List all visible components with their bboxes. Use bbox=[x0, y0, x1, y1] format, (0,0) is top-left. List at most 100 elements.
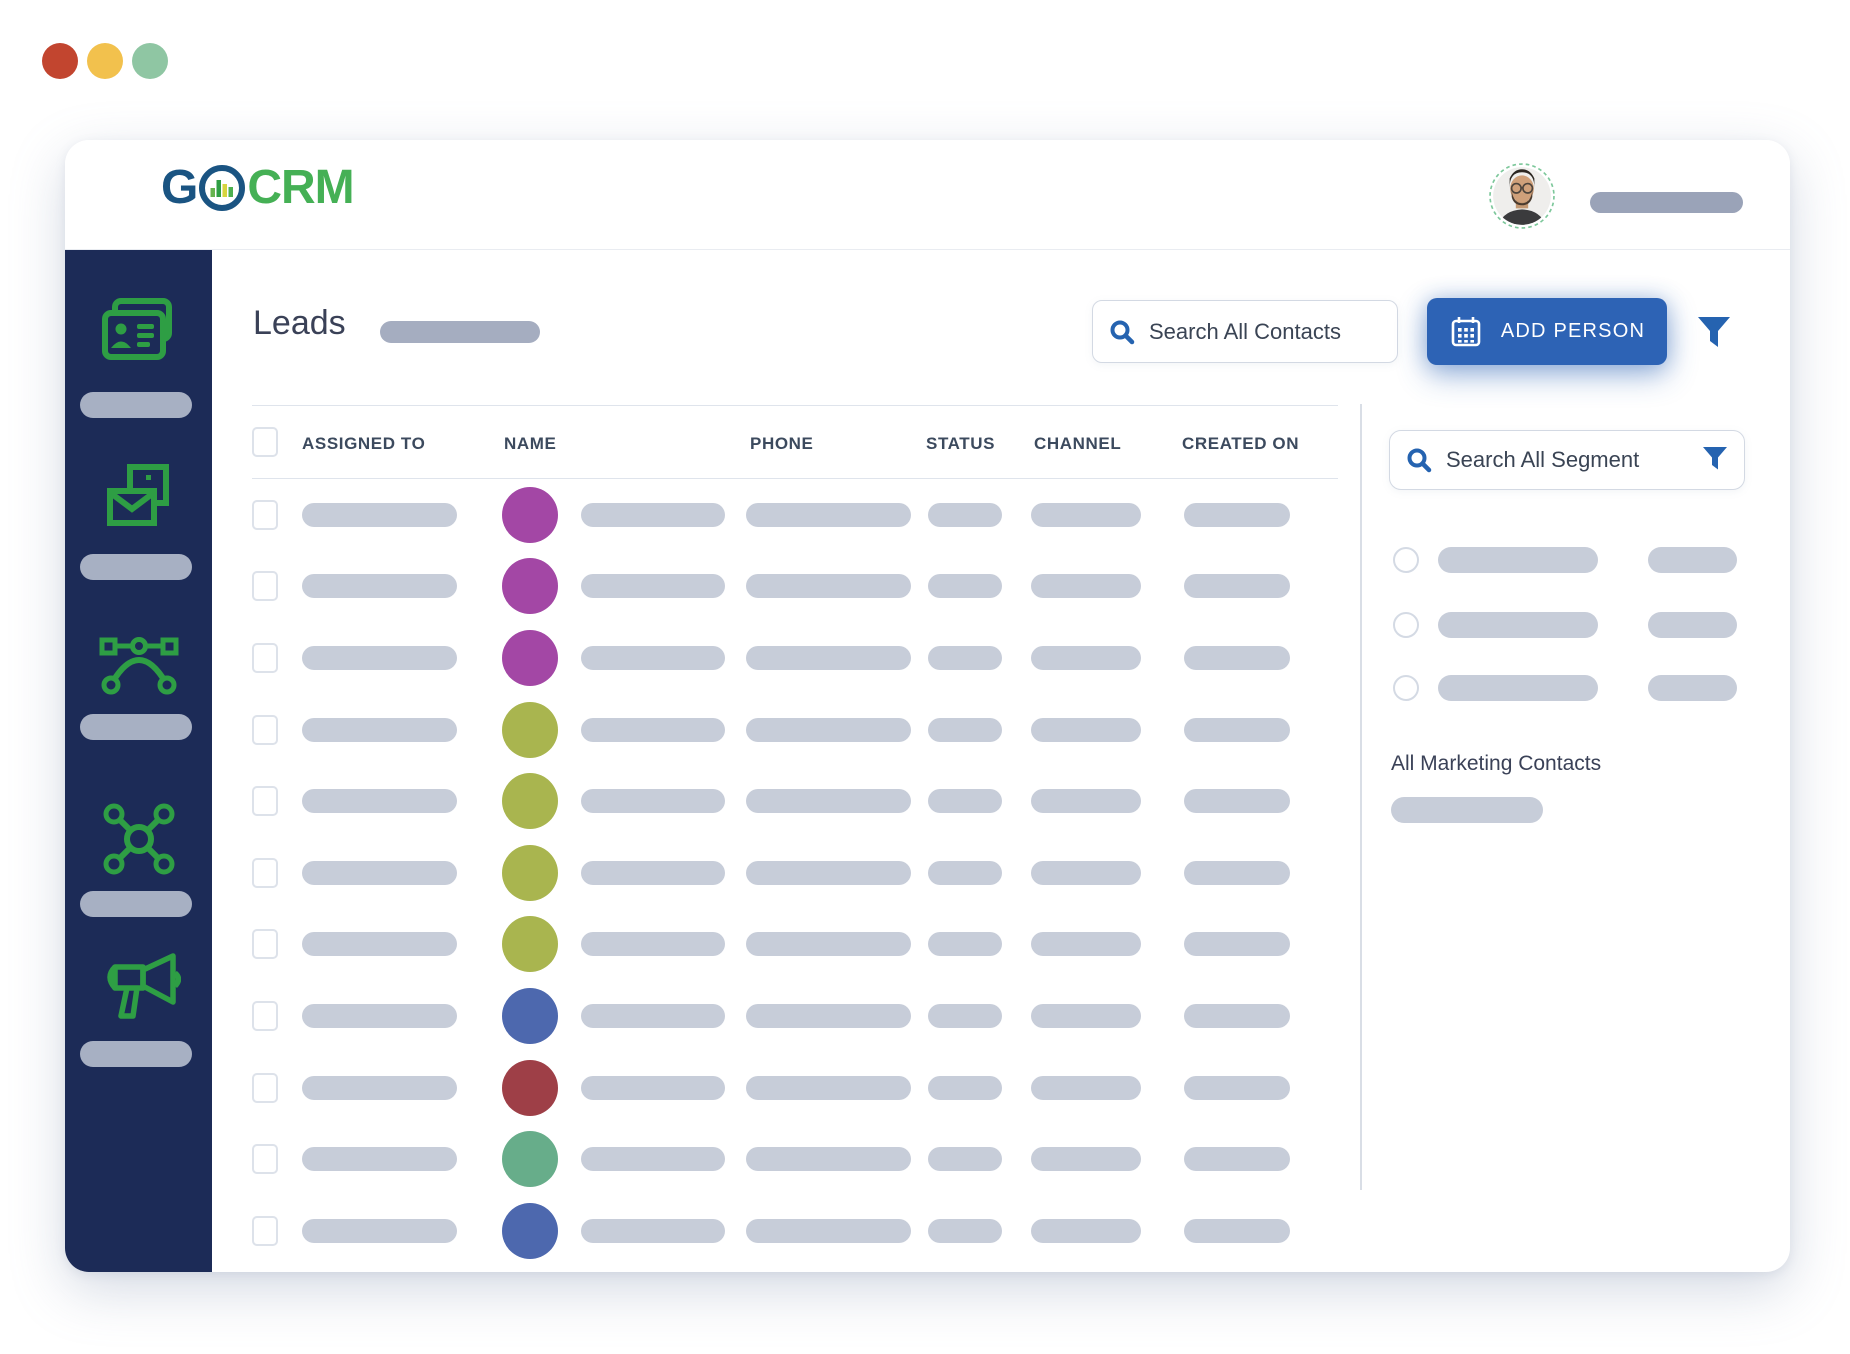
assigned-to-placeholder bbox=[302, 1003, 457, 1028]
segment-name-placeholder bbox=[1438, 675, 1598, 701]
row-checkbox[interactable] bbox=[252, 1072, 278, 1103]
created-on-placeholder bbox=[1184, 1218, 1290, 1243]
segment-name-placeholder bbox=[1438, 547, 1598, 573]
row-checkbox[interactable] bbox=[252, 1000, 278, 1031]
row-checkbox[interactable] bbox=[252, 929, 278, 960]
row-checkbox[interactable] bbox=[252, 1215, 278, 1246]
search-icon bbox=[1110, 320, 1135, 344]
add-person-button[interactable]: ADD PERSON bbox=[1427, 298, 1667, 365]
created-on-placeholder bbox=[1184, 717, 1290, 742]
table-row[interactable] bbox=[252, 622, 1338, 694]
table-row[interactable] bbox=[252, 909, 1338, 981]
row-checkbox[interactable] bbox=[252, 857, 278, 888]
channel-placeholder bbox=[1031, 645, 1141, 670]
select-all-checkbox[interactable] bbox=[252, 427, 278, 457]
sidebar-item-contacts[interactable] bbox=[65, 298, 212, 367]
table-row[interactable] bbox=[252, 765, 1338, 837]
close-window-button[interactable] bbox=[42, 43, 78, 79]
channel-placeholder bbox=[1031, 860, 1141, 885]
filter-funnel-icon[interactable] bbox=[1697, 317, 1731, 353]
assigned-to-placeholder bbox=[302, 574, 457, 599]
contact-avatar bbox=[502, 844, 558, 901]
table-row[interactable] bbox=[252, 1052, 1338, 1124]
name-placeholder bbox=[581, 645, 725, 670]
user-avatar[interactable] bbox=[1489, 163, 1555, 229]
minimize-window-button[interactable] bbox=[87, 43, 123, 79]
channel-placeholder bbox=[1031, 1218, 1141, 1243]
table-row[interactable] bbox=[252, 1195, 1338, 1267]
search-contacts-box bbox=[1092, 300, 1398, 363]
status-placeholder bbox=[928, 574, 1002, 599]
sidebar bbox=[65, 250, 212, 1272]
table-row[interactable] bbox=[252, 479, 1338, 551]
name-placeholder bbox=[581, 1218, 725, 1243]
contact-avatar bbox=[502, 987, 558, 1044]
app-window: G CRM bbox=[65, 140, 1790, 1272]
status-placeholder bbox=[928, 502, 1002, 527]
window-controls bbox=[42, 43, 168, 79]
contact-avatar bbox=[502, 1059, 558, 1116]
assigned-to-placeholder bbox=[302, 932, 457, 957]
sidebar-label-placeholder bbox=[80, 891, 192, 917]
segment-count-placeholder bbox=[1648, 675, 1737, 701]
sidebar-item-campaigns[interactable] bbox=[65, 950, 212, 1029]
created-on-placeholder bbox=[1184, 574, 1290, 599]
row-checkbox[interactable] bbox=[252, 1144, 278, 1175]
search-contacts-input[interactable] bbox=[1149, 318, 1381, 345]
created-on-placeholder bbox=[1184, 932, 1290, 957]
contact-avatar bbox=[502, 486, 558, 543]
status-placeholder bbox=[928, 717, 1002, 742]
segment-radio[interactable] bbox=[1393, 547, 1419, 573]
column-header-name: NAME bbox=[504, 434, 557, 453]
sidebar-item-mail[interactable] bbox=[65, 463, 212, 534]
page-title: Leads bbox=[253, 304, 346, 342]
created-on-placeholder bbox=[1184, 645, 1290, 670]
created-on-placeholder bbox=[1184, 1075, 1290, 1100]
created-on-placeholder bbox=[1184, 502, 1290, 527]
assigned-to-placeholder bbox=[302, 1075, 457, 1100]
row-checkbox[interactable] bbox=[252, 714, 278, 745]
logo-text-go: G bbox=[161, 161, 198, 214]
table-row[interactable] bbox=[252, 694, 1338, 766]
table-row[interactable] bbox=[252, 1123, 1338, 1195]
row-checkbox[interactable] bbox=[252, 571, 278, 602]
calendar-icon bbox=[1451, 316, 1481, 346]
created-on-placeholder bbox=[1184, 789, 1290, 814]
sidebar-label-placeholder bbox=[80, 714, 192, 740]
name-placeholder bbox=[581, 789, 725, 814]
sidebar-item-network[interactable] bbox=[65, 800, 212, 883]
avatar-photo-icon bbox=[1489, 163, 1555, 229]
row-checkbox[interactable] bbox=[252, 786, 278, 817]
name-placeholder bbox=[581, 574, 725, 599]
column-header-assigned-to: ASSIGNED TO bbox=[302, 434, 426, 453]
status-placeholder bbox=[928, 645, 1002, 670]
network-icon bbox=[103, 803, 174, 875]
row-checkbox[interactable] bbox=[252, 499, 278, 530]
phone-placeholder bbox=[746, 574, 911, 599]
expand-window-button[interactable] bbox=[132, 43, 168, 79]
segment-radio[interactable] bbox=[1393, 675, 1419, 701]
all-marketing-contacts-label: All Marketing Contacts bbox=[1391, 752, 1602, 775]
status-placeholder bbox=[928, 860, 1002, 885]
phone-placeholder bbox=[746, 1218, 911, 1243]
segment-name-placeholder bbox=[1438, 612, 1598, 638]
segment-row bbox=[1389, 547, 1745, 573]
created-on-placeholder bbox=[1184, 860, 1290, 885]
channel-placeholder bbox=[1031, 1147, 1141, 1172]
status-placeholder bbox=[928, 1218, 1002, 1243]
content-divider bbox=[1360, 404, 1362, 1190]
segment-filter-funnel-icon[interactable] bbox=[1702, 446, 1728, 474]
add-person-label: ADD PERSON bbox=[1500, 320, 1646, 342]
table-row[interactable] bbox=[252, 837, 1338, 909]
app-header: G CRM bbox=[65, 140, 1790, 250]
channel-placeholder bbox=[1031, 1003, 1141, 1028]
sidebar-item-vector[interactable] bbox=[65, 633, 212, 700]
segment-row bbox=[1389, 612, 1745, 638]
row-checkbox[interactable] bbox=[252, 642, 278, 673]
name-placeholder bbox=[581, 1147, 725, 1172]
search-segment-input[interactable] bbox=[1446, 447, 1688, 473]
segment-radio[interactable] bbox=[1393, 612, 1419, 638]
table-row[interactable] bbox=[252, 551, 1338, 623]
table-row[interactable] bbox=[252, 980, 1338, 1052]
phone-placeholder bbox=[746, 502, 911, 527]
